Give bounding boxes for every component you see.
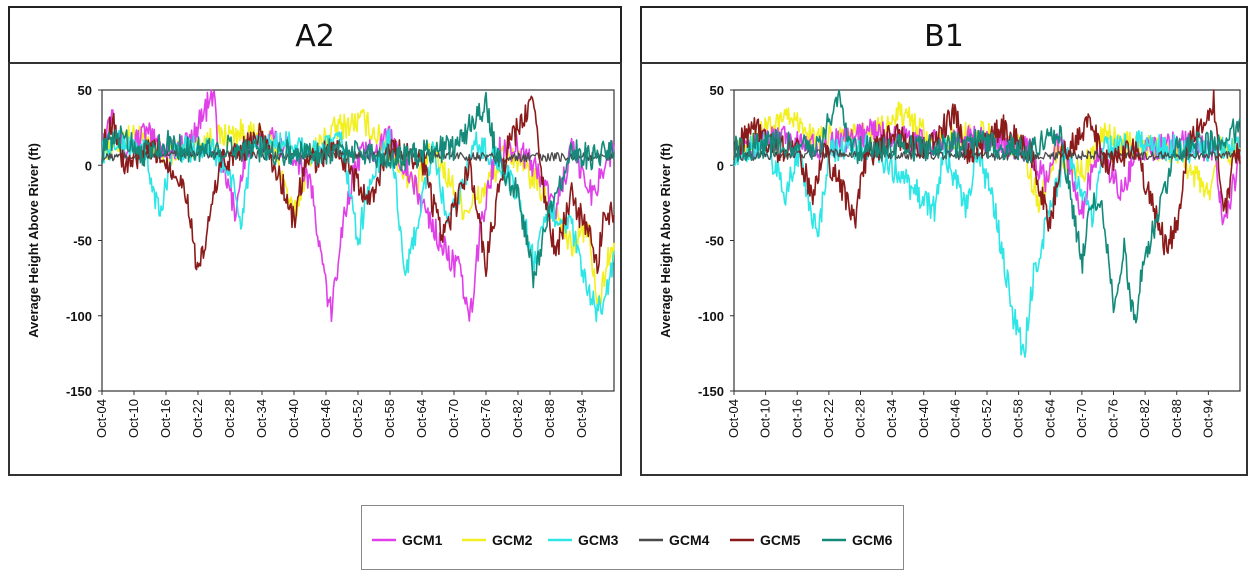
chart-a2: 50 0 -50 -100 -150 Average Height Above River… xyxy=(26,83,615,438)
x-tick-label: Oct-94 xyxy=(1200,399,1215,438)
series-line-gcm6 xyxy=(733,89,1241,324)
legend: GCM1 GCM2 GCM3 GCM4 GCM5 GCM6 xyxy=(361,505,904,570)
y-tick-label: -100 xyxy=(66,309,92,324)
legend-label-gcm6: GCM6 xyxy=(852,532,893,548)
x-tick-label: Oct-16 xyxy=(158,399,173,438)
x-tick-label: Oct-64 xyxy=(414,399,429,438)
series-line-gcm3 xyxy=(733,130,1241,358)
x-tick-label: Oct-22 xyxy=(190,399,205,438)
panel-a2-title: A2 xyxy=(295,18,335,54)
chart-b1-frame: 50 0 -50 -100 -150 Average Height Above River… xyxy=(640,62,1248,476)
x-tick-label: Oct-10 xyxy=(126,399,141,438)
legend-label-gcm1: GCM1 xyxy=(402,532,443,548)
x-tick-label: Oct-16 xyxy=(789,399,804,438)
x-tick-label: Oct-94 xyxy=(574,399,589,438)
y-axis-label: Average Height Above River (ft) xyxy=(26,143,41,338)
x-tick-label: Oct-40 xyxy=(916,399,931,438)
x-tick-label: Oct-82 xyxy=(510,399,525,438)
x-tick-label: Oct-52 xyxy=(350,399,365,438)
x-tick-label: Oct-70 xyxy=(1074,399,1089,438)
x-tick-label: Oct-58 xyxy=(1011,399,1026,438)
y-tick-label: -150 xyxy=(66,384,92,399)
x-tick-label: Oct-82 xyxy=(1137,399,1152,438)
panel-b1-title: B1 xyxy=(924,18,964,54)
chart-b1: 50 0 -50 -100 -150 Average Height Above River… xyxy=(658,83,1241,438)
x-tick-label: Oct-70 xyxy=(446,399,461,438)
y-tick-label: -150 xyxy=(698,384,724,399)
x-tick-label: Oct-34 xyxy=(254,399,269,438)
x-tick-label: Oct-28 xyxy=(222,399,237,438)
y-tick-label: 50 xyxy=(710,83,724,98)
x-tick-label: Oct-04 xyxy=(94,399,109,438)
x-tick-label: Oct-40 xyxy=(286,399,301,438)
x-tick-label: Oct-22 xyxy=(821,399,836,438)
y-tick-label: 0 xyxy=(717,158,724,173)
x-tick-label: Oct-34 xyxy=(884,399,899,438)
legend-label-gcm3: GCM3 xyxy=(578,532,619,548)
x-tick-label: Oct-46 xyxy=(947,399,962,438)
x-tick-label: Oct-64 xyxy=(1042,399,1057,438)
x-tick-label: Oct-46 xyxy=(318,399,333,438)
y-tick-label: 0 xyxy=(85,158,92,173)
legend-label-gcm5: GCM5 xyxy=(760,532,801,548)
x-tick-label: Oct-88 xyxy=(1169,399,1184,438)
y-axis-label: Average Height Above River (ft) xyxy=(658,143,673,338)
series-line-gcm4 xyxy=(101,148,615,163)
series-line-gcm5 xyxy=(101,95,615,278)
y-tick-label: -50 xyxy=(705,234,724,249)
x-tick-label: Oct-04 xyxy=(726,399,741,438)
series-line-gcm6 xyxy=(101,91,615,289)
x-tick-label: Oct-58 xyxy=(382,399,397,438)
legend-label-gcm4: GCM4 xyxy=(669,532,710,548)
panel-b1-header: B1 xyxy=(640,6,1248,64)
x-tick-label: Oct-88 xyxy=(542,399,557,438)
x-tick-label: Oct-28 xyxy=(853,399,868,438)
legend-label-gcm2: GCM2 xyxy=(492,532,533,548)
y-tick-label: 50 xyxy=(78,83,92,98)
legend-entries: GCM1 GCM2 GCM3 GCM4 GCM5 GCM6 xyxy=(372,532,893,548)
chart-a2-frame: 50 0 -50 -100 -150 Average Height Above River… xyxy=(8,62,622,476)
x-tick-label: Oct-52 xyxy=(979,399,994,438)
panel-a2-header: A2 xyxy=(8,6,622,64)
x-tick-label: Oct-10 xyxy=(758,399,773,438)
y-tick-label: -100 xyxy=(698,309,724,324)
x-tick-label: Oct-76 xyxy=(1106,399,1121,438)
x-tick-label: Oct-76 xyxy=(478,399,493,438)
series-line-gcm4 xyxy=(733,148,1241,161)
y-tick-label: -50 xyxy=(73,234,92,249)
